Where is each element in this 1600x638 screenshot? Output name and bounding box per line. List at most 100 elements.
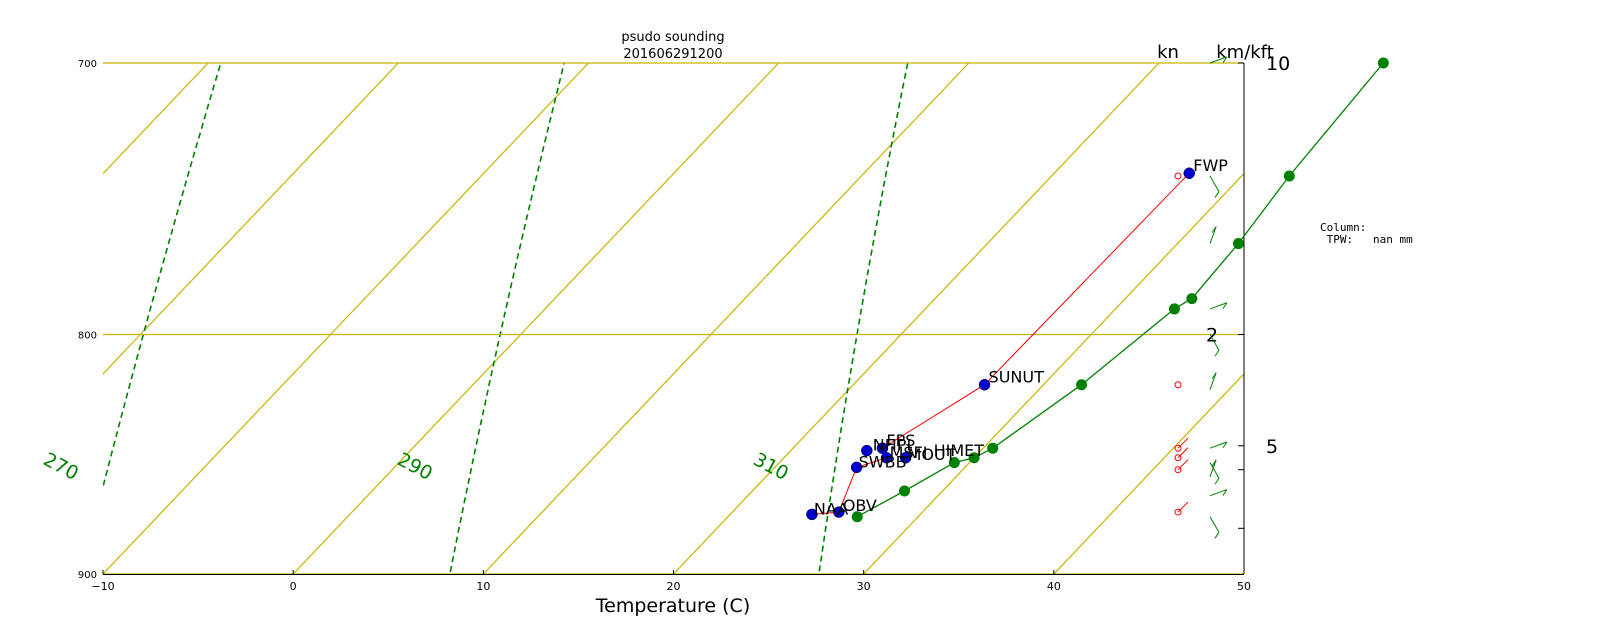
dewpoint-point (806, 508, 818, 521)
temperature-point (1283, 170, 1295, 182)
dewpoint-point (876, 442, 889, 454)
temperature-point (898, 485, 910, 497)
y-tick-label: 700 (78, 59, 97, 70)
wind-barb-flag (1211, 459, 1217, 467)
height-tick-label: 10 (1266, 53, 1290, 75)
wind-barbs (1174, 56, 1228, 539)
wind-barb (1209, 302, 1228, 310)
y-tick-label: 800 (78, 331, 97, 342)
dry-adiabat-lines (103, 63, 909, 574)
temperature-point (1377, 57, 1389, 69)
dewpoint-point (833, 506, 845, 518)
dry-adiabat-labels: 270 290 310 (40, 448, 792, 484)
x-axis-label: Temperature (C) (595, 595, 751, 617)
dry-adiabat-label: 270 (40, 448, 82, 484)
dewpoint-point (880, 452, 893, 464)
wind-barb (1209, 441, 1228, 449)
wind-barb-flag (1211, 226, 1217, 233)
station-wind-barb (1177, 447, 1189, 459)
station-label: SWBB (859, 452, 907, 471)
wind-barb-flag (1214, 349, 1220, 357)
x-tick-label: 20 (667, 580, 681, 593)
isotherm-line (292, 63, 780, 574)
temperature-point (968, 452, 980, 464)
station-wind-barb (1177, 459, 1189, 471)
y-tick-label: 900 (78, 570, 97, 581)
x-tick-label: 0 (290, 580, 297, 593)
calm-wind-marker (1174, 444, 1182, 452)
wind-barb (1209, 372, 1217, 390)
isotherm-line (103, 63, 589, 574)
station-label: MOUT (908, 445, 956, 464)
calm-wind-marker (1174, 381, 1182, 389)
x-tick-label: 10 (476, 580, 490, 593)
plot-frame-bottom (103, 574, 1244, 575)
wind-barb (1209, 226, 1217, 244)
wind-barb (1209, 334, 1220, 351)
temperature-series (851, 57, 1389, 523)
station-label: FPS (886, 431, 915, 450)
temperature-point (948, 457, 960, 469)
x-axis-ticks: −10 0 10 20 30 40 50 (91, 570, 1251, 593)
x-tick-label: 40 (1047, 580, 1061, 593)
isotherm-line (863, 172, 1244, 574)
temperature-point (987, 442, 999, 454)
isotherm-line (673, 63, 1160, 574)
station-wind-barb (1177, 437, 1189, 449)
station-label: MSFI (890, 443, 928, 462)
wind-barb (1209, 462, 1220, 479)
pressure-lines (103, 62, 1244, 575)
dry-adiabat-label: 310 (750, 448, 792, 484)
temperature-point (1186, 293, 1198, 305)
dewpoint-point (1183, 167, 1195, 179)
dewpoint-point (899, 452, 912, 464)
column-info-text: Column: TPW: nan mm (1320, 221, 1413, 246)
chart-title: psudo sounding (621, 30, 724, 45)
height-tick-label: 5 (1266, 436, 1278, 458)
y-axis-ticks: 700 800 900 (78, 59, 97, 581)
temperature-point (1076, 379, 1088, 391)
dewpoint-point (978, 378, 991, 391)
isotherm-line (0, 63, 18, 574)
station-label: SUNUT (989, 368, 1045, 387)
station-label: NHPI (873, 436, 911, 455)
dry-adiabat-line (818, 63, 909, 574)
isotherm-line (103, 63, 209, 175)
calm-wind-marker (1174, 454, 1182, 462)
wind-barb-flag (1214, 532, 1220, 539)
x-tick-label: 30 (857, 580, 871, 593)
wind-barb-flag (1214, 191, 1220, 198)
isotherm-line (1053, 372, 1244, 574)
wind-barb (1209, 56, 1228, 64)
isotherm-line (103, 63, 399, 375)
station-wind-barb (1177, 501, 1189, 513)
height-tick-label: 2 (1206, 325, 1218, 347)
wind-barb-flag (1222, 489, 1228, 496)
x-tick-label: −10 (91, 580, 114, 593)
x-tick-label: 50 (1237, 580, 1251, 593)
wind-barb (1209, 459, 1217, 477)
isotherm-line (1243, 573, 1244, 574)
dry-adiabat-line (449, 63, 566, 574)
dry-adiabat-label: 290 (394, 448, 436, 484)
temperature-point (851, 511, 863, 523)
wind-barb-flag (1222, 302, 1228, 310)
wind-barb (1209, 175, 1220, 192)
isotherm-lines (0, 63, 1244, 574)
right-axis-height-label: km/kft (1216, 42, 1274, 63)
station-label: FWP (1193, 156, 1228, 175)
calm-wind-marker (1174, 466, 1182, 474)
right-axis-kn-label: kn (1157, 42, 1179, 63)
wind-barb (1209, 516, 1220, 533)
dewpoint-point (861, 444, 873, 457)
station-label: HIMET (934, 441, 985, 460)
chart-subtitle: 201606291200 (623, 47, 722, 62)
wind-barb-flag (1222, 56, 1228, 64)
calm-wind-marker (1174, 508, 1182, 516)
station-label: OBV (843, 496, 877, 515)
isotherm-line (482, 63, 970, 574)
calm-wind-marker (1174, 172, 1182, 180)
wind-barb (1209, 489, 1228, 497)
